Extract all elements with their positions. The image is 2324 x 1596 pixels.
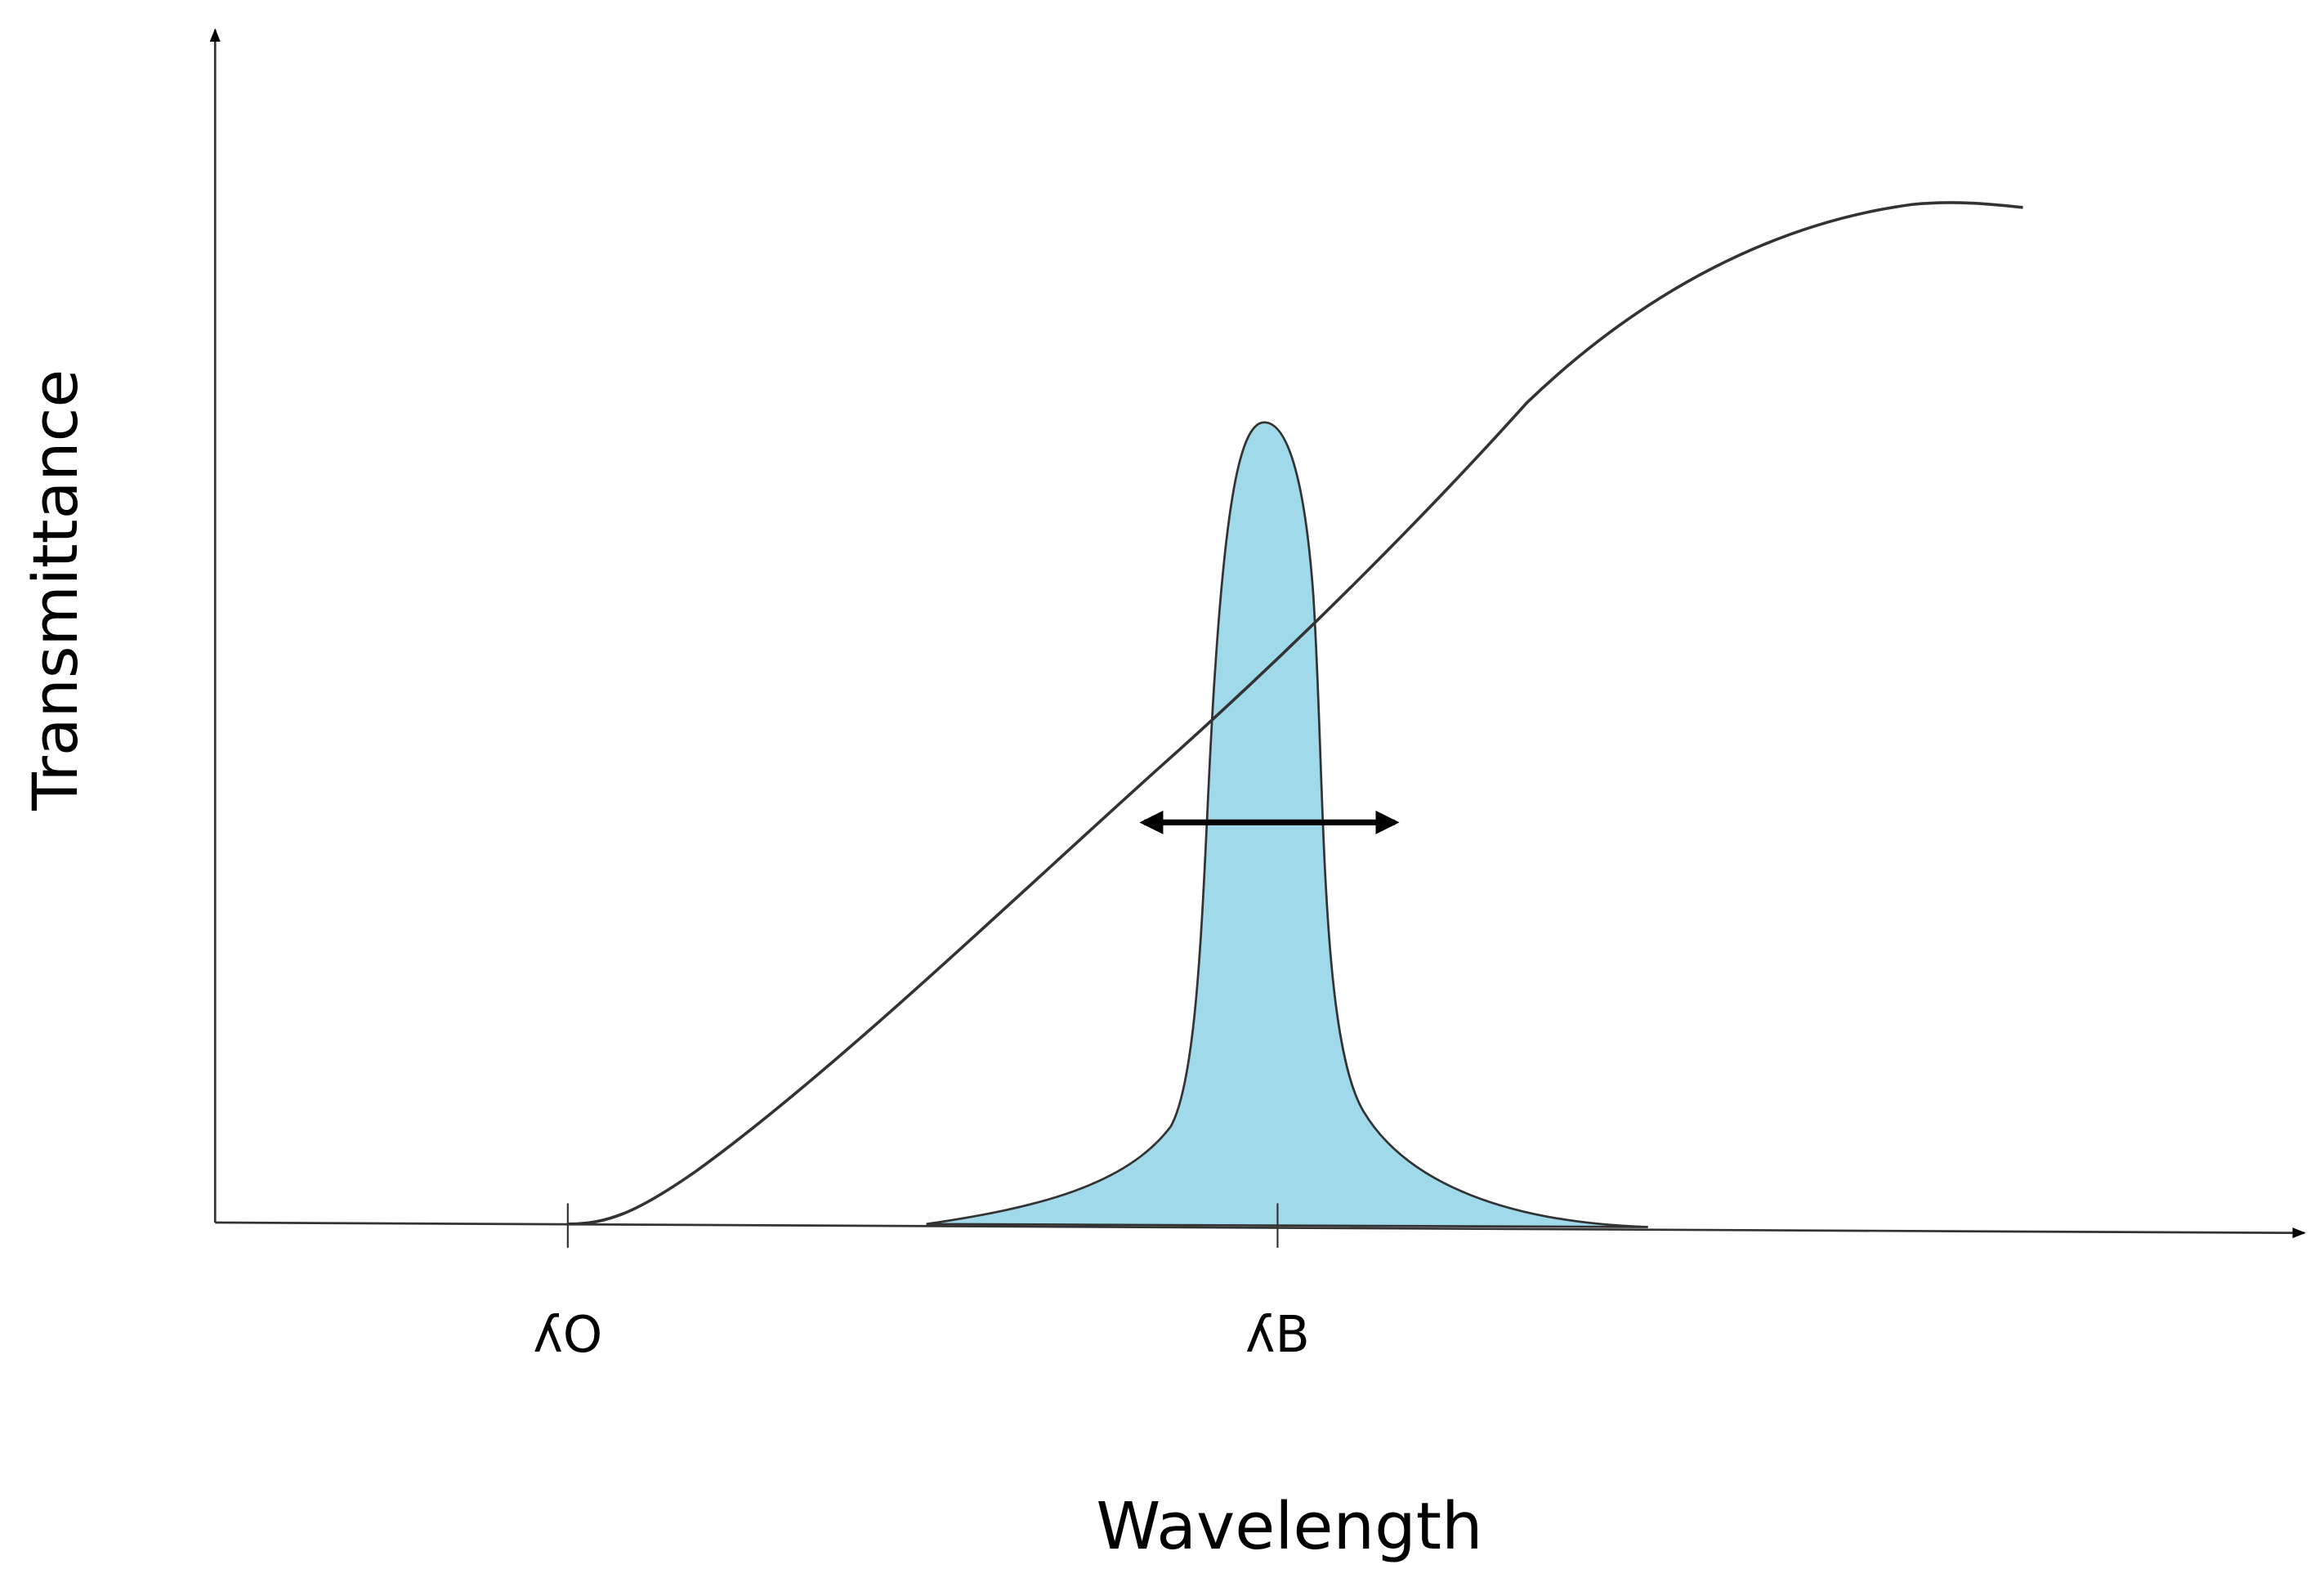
marker-label: ʎB bbox=[1245, 1305, 1310, 1364]
x-axis bbox=[215, 1221, 2306, 1239]
marker-label: ʎO bbox=[533, 1305, 602, 1364]
y-axis-label: Transmittance bbox=[19, 369, 92, 811]
transmittance-curve bbox=[567, 201, 2023, 1226]
x-axis-label: Wavelength bbox=[1096, 1488, 1482, 1564]
